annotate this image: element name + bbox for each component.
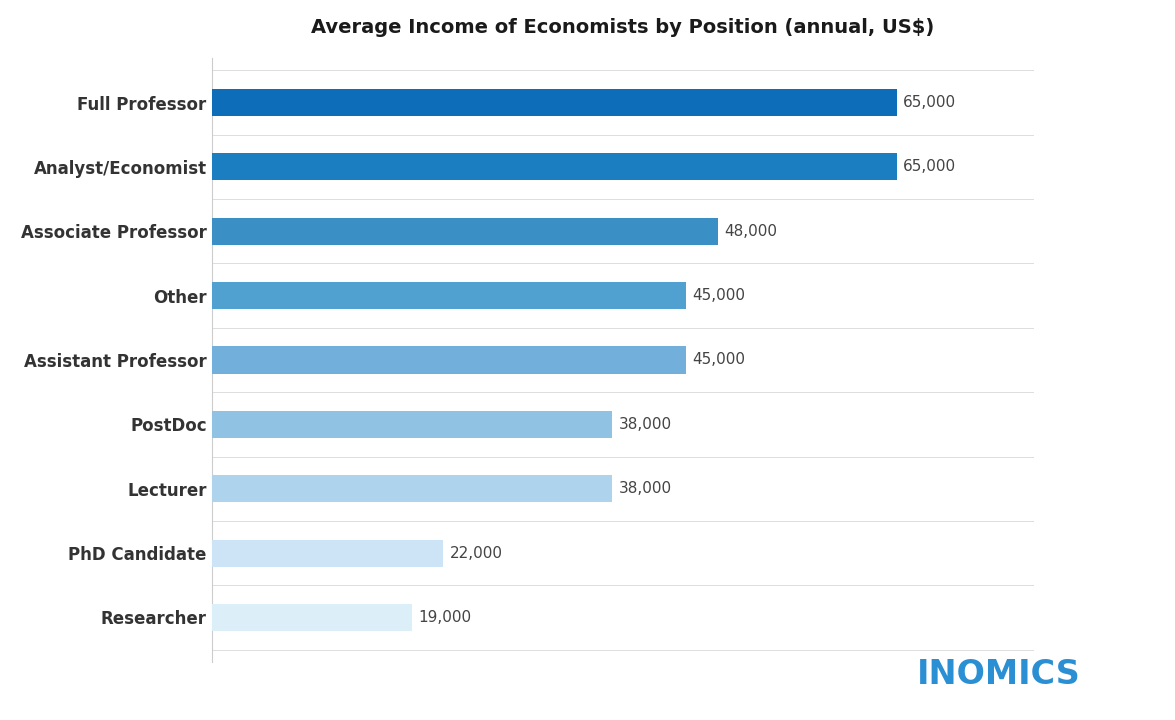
- Title: Average Income of Economists by Position (annual, US$): Average Income of Economists by Position…: [311, 17, 934, 37]
- Text: 22,000: 22,000: [450, 546, 503, 561]
- Text: 48,000: 48,000: [724, 224, 777, 239]
- Text: 38,000: 38,000: [618, 481, 672, 496]
- Text: INOMICS: INOMICS: [918, 658, 1081, 691]
- Text: 45,000: 45,000: [692, 353, 745, 367]
- Bar: [212, 346, 686, 374]
- Text: 45,000: 45,000: [692, 288, 745, 303]
- Bar: [212, 153, 897, 181]
- Bar: [212, 218, 718, 245]
- Text: 38,000: 38,000: [618, 417, 672, 432]
- Bar: [212, 282, 686, 309]
- Bar: [212, 475, 612, 502]
- Text: 19,000: 19,000: [418, 610, 471, 625]
- Bar: [212, 411, 612, 438]
- Bar: [212, 539, 443, 567]
- Bar: [212, 89, 897, 116]
- Bar: [212, 604, 412, 631]
- Text: 65,000: 65,000: [904, 95, 956, 110]
- Text: 65,000: 65,000: [904, 159, 956, 174]
